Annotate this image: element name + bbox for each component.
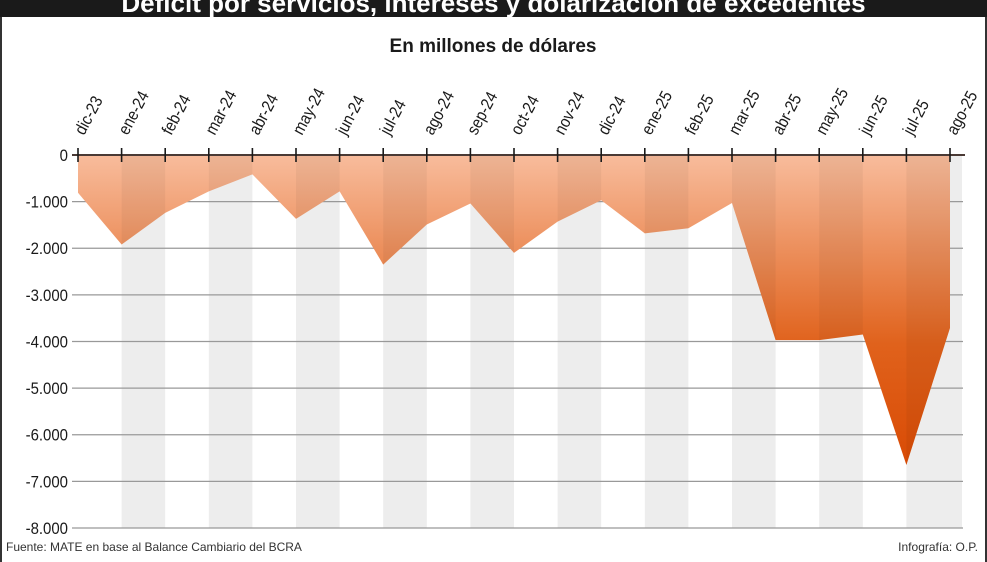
x-tick-label: dic-24 bbox=[595, 93, 630, 138]
y-tick-label: -3.000 bbox=[26, 287, 68, 305]
x-tick-label: ago-25 bbox=[944, 88, 982, 138]
x-tick-label: feb-25 bbox=[682, 92, 718, 138]
x-tick-label: ene-25 bbox=[639, 88, 677, 138]
credit-note: Infografía: O.P. bbox=[898, 540, 978, 554]
x-tick-label: jun-25 bbox=[856, 93, 892, 139]
x-tick-label: sep-24 bbox=[464, 89, 501, 138]
title-bar: Déficit por servicios, intereses y dolar… bbox=[0, 0, 987, 17]
y-tick-label: -8.000 bbox=[26, 520, 68, 538]
x-tick-label: may-24 bbox=[290, 85, 329, 138]
x-tick-label: oct-24 bbox=[508, 93, 543, 138]
x-tick-label: may-25 bbox=[813, 85, 852, 138]
x-tick-label: mar-25 bbox=[726, 88, 764, 138]
chart-title: Déficit por servicios, intereses y dolar… bbox=[121, 0, 866, 17]
chart-frame bbox=[0, 17, 987, 562]
y-tick-label: -7.000 bbox=[26, 474, 68, 492]
x-tick-label: mar-24 bbox=[203, 88, 241, 138]
deficit-area bbox=[78, 155, 950, 466]
y-tick-label: -6.000 bbox=[26, 427, 68, 445]
y-tick-label: 0 bbox=[60, 147, 68, 165]
y-tick-label: -1.000 bbox=[26, 194, 68, 212]
source-note: Fuente: MATE en base al Balance Cambiari… bbox=[6, 540, 302, 554]
x-tick-label: ene-24 bbox=[115, 88, 153, 138]
chart-subtitle: En millones de dólares bbox=[390, 36, 597, 57]
y-tick-label: -2.000 bbox=[26, 240, 68, 258]
y-tick-label: -4.000 bbox=[26, 334, 68, 352]
x-tick-label: jul-25 bbox=[900, 97, 934, 139]
x-tick-label: jun-24 bbox=[333, 93, 369, 139]
x-tick-label: jul-24 bbox=[377, 97, 411, 139]
x-tick-label: feb-24 bbox=[159, 92, 195, 138]
x-tick-label: nov-24 bbox=[551, 89, 588, 138]
x-tick-label: dic-23 bbox=[72, 93, 107, 138]
x-tick-label: abr-24 bbox=[246, 91, 282, 138]
x-tick-label: ago-24 bbox=[421, 88, 459, 138]
y-tick-label: -5.000 bbox=[26, 380, 68, 398]
x-tick-label: abr-25 bbox=[769, 91, 805, 138]
